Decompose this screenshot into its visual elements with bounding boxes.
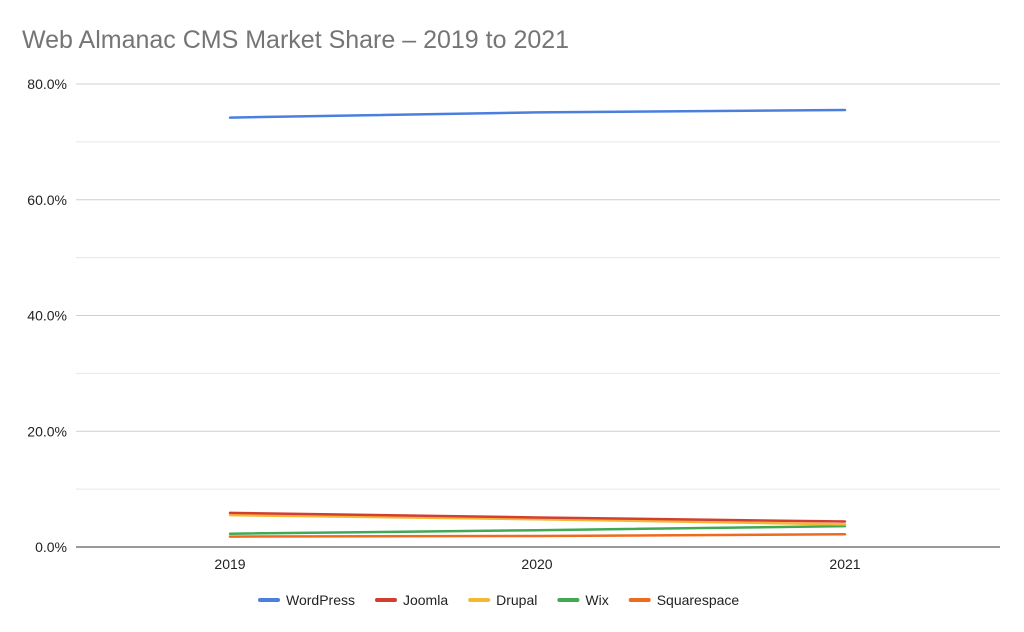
series-line-wordpress (228, 108, 847, 119)
y-tick-label: 80.0% (27, 76, 67, 92)
chart-title: Web Almanac CMS Market Share – 2019 to 2… (22, 26, 570, 54)
x-axis-ticks: 2019 2020 2021 (214, 556, 860, 572)
legend-item-squarespace: Squarespace (628, 592, 740, 608)
y-tick-label: 0.0% (35, 539, 67, 555)
y-axis-ticks: 0.0% 20.0% 40.0% 60.0% 80.0% (27, 76, 67, 555)
legend-label: Drupal (496, 592, 537, 608)
series-line-squarespace (228, 533, 847, 538)
y-tick-label: 20.0% (27, 423, 67, 439)
x-tick-label: 2019 (214, 556, 245, 572)
legend-label: WordPress (286, 592, 355, 608)
series-line-wix (228, 524, 847, 535)
legend-item-drupal: Drupal (468, 592, 537, 608)
series-line-joomla (228, 511, 847, 523)
legend-item-wix: Wix (557, 592, 609, 608)
legend-item-joomla: Joomla (374, 592, 448, 608)
y-tick-label: 60.0% (27, 192, 67, 208)
legend-label: Joomla (403, 592, 448, 608)
gridlines (76, 83, 1000, 490)
legend-label: Wix (585, 592, 608, 608)
series-line-drupal (228, 513, 847, 526)
x-tick-label: 2021 (829, 556, 860, 572)
legend: WordPress Joomla Drupal Wix Squarespace (258, 592, 740, 608)
legend-item-wordpress: WordPress (258, 592, 355, 608)
x-tick-label: 2020 (521, 556, 552, 572)
legend-label: Squarespace (657, 592, 740, 608)
series-lines (228, 108, 847, 538)
y-tick-label: 40.0% (27, 308, 67, 324)
